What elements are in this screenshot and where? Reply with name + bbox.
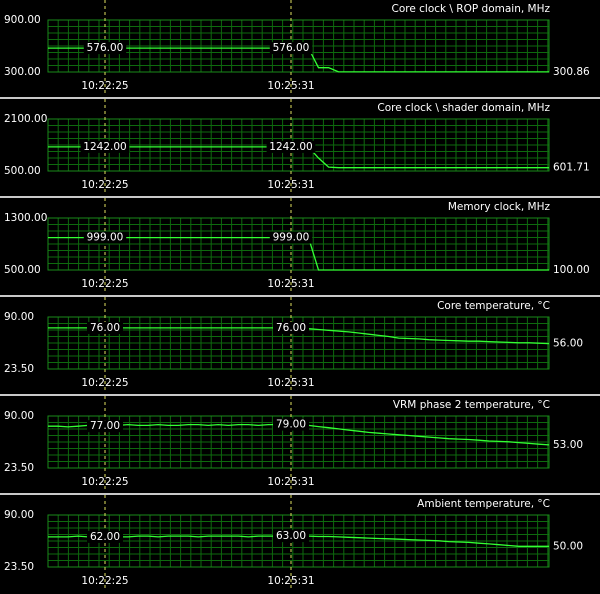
marker-bg [83, 231, 127, 244]
time-label: 10:25:31 [267, 179, 314, 191]
time-label: 10:22:25 [81, 476, 128, 488]
plot-border [47, 19, 550, 73]
y-tick-label: 2100.00 [4, 113, 47, 125]
marker-label: 576.00 [87, 42, 124, 54]
marker-bg [273, 418, 309, 431]
time-label: 10:22:25 [81, 179, 128, 191]
marker-bg [269, 231, 313, 244]
time-label: 10:25:31 [267, 575, 314, 587]
time-label: 10:22:25 [81, 80, 128, 92]
panel-separator [0, 196, 600, 198]
time-label: 10:22:25 [81, 278, 128, 290]
marker-label: 63.00 [276, 530, 306, 542]
current-value: 100.00 [553, 264, 590, 276]
marker-bg [87, 321, 123, 334]
panel-title: Memory clock, MHz [448, 201, 551, 213]
marker-label: 62.00 [90, 531, 120, 543]
current-value: 50.00 [553, 540, 583, 552]
marker-label: 79.00 [276, 419, 306, 431]
marker-label: 999.00 [87, 232, 124, 244]
current-value: 53.00 [553, 439, 583, 451]
marker-bg [80, 140, 130, 153]
plot-border [47, 415, 550, 469]
marker-label: 1242.00 [269, 141, 312, 153]
current-value: 601.71 [553, 162, 590, 174]
marker-label: 77.00 [90, 420, 120, 432]
time-label: 10:25:31 [267, 476, 314, 488]
time-label: 10:25:31 [267, 80, 314, 92]
y-tick-label: 90.00 [4, 311, 34, 323]
time-label: 10:22:25 [81, 377, 128, 389]
y-tick-label: 1300.00 [4, 212, 47, 224]
panel-separator [0, 295, 600, 297]
plot-border [47, 514, 550, 568]
y-tick-label: 90.00 [4, 509, 34, 521]
y-tick-label: 900.00 [4, 14, 41, 26]
y-tick-label: 90.00 [4, 410, 34, 422]
panel-title: Core clock \ ROP domain, MHz [391, 3, 550, 15]
marker-bg [266, 140, 316, 153]
panel-separator [0, 97, 600, 99]
y-tick-label: 300.00 [4, 66, 41, 78]
y-tick-label: 500.00 [4, 165, 41, 177]
panel-separator [0, 493, 600, 495]
panel-title: Core clock \ shader domain, MHz [377, 102, 550, 114]
marker-label: 76.00 [90, 322, 120, 334]
marker-bg [87, 530, 123, 543]
y-tick-label: 500.00 [4, 264, 41, 276]
y-tick-label: 23.50 [4, 462, 34, 474]
time-label: 10:22:25 [81, 575, 128, 587]
marker-label: 576.00 [273, 42, 310, 54]
current-value: 300.86 [553, 66, 590, 78]
marker-bg [273, 530, 309, 543]
plot-border [47, 118, 550, 172]
panel-title: Core temperature, °C [437, 300, 550, 312]
panel-title: Ambient temperature, °C [417, 498, 550, 510]
panel-separator [0, 394, 600, 396]
marker-label: 76.00 [276, 322, 306, 334]
time-label: 10:25:31 [267, 377, 314, 389]
marker-bg [83, 42, 127, 55]
time-label: 10:25:31 [267, 278, 314, 290]
marker-label: 999.00 [273, 232, 310, 244]
marker-bg [87, 420, 123, 433]
y-tick-label: 23.50 [4, 561, 34, 573]
current-value: 56.00 [553, 338, 583, 350]
plot-border [47, 217, 550, 271]
y-tick-label: 23.50 [4, 363, 34, 375]
marker-bg [269, 42, 313, 55]
panel-title: VRM phase 2 temperature, °C [393, 399, 550, 411]
marker-bg [273, 321, 309, 334]
marker-label: 1242.00 [83, 141, 126, 153]
